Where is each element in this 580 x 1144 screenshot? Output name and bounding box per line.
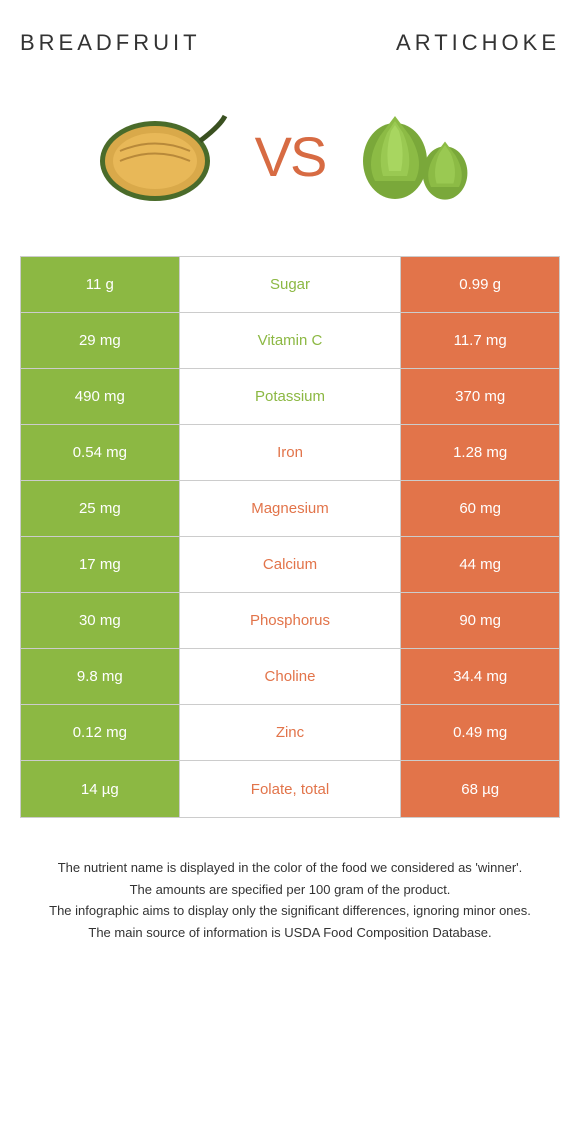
- value-a: 11 g: [21, 257, 180, 312]
- value-a: 9.8 mg: [21, 649, 180, 704]
- value-a: 14 µg: [21, 761, 180, 817]
- breadfruit-image: [85, 96, 235, 216]
- table-row: 490 mgPotassium370 mg: [21, 369, 559, 425]
- value-b: 0.49 mg: [400, 705, 559, 760]
- nutrient-label: Iron: [180, 425, 401, 480]
- nutrient-label: Sugar: [180, 257, 401, 312]
- table-row: 11 gSugar0.99 g: [21, 257, 559, 313]
- nutrient-label: Phosphorus: [180, 593, 401, 648]
- table-row: 17 mgCalcium44 mg: [21, 537, 559, 593]
- nutrient-label: Magnesium: [180, 481, 401, 536]
- vs-label: VS: [255, 124, 326, 189]
- value-b: 370 mg: [400, 369, 559, 424]
- value-b: 44 mg: [400, 537, 559, 592]
- value-b: 68 µg: [400, 761, 559, 817]
- food-b-title: ARTICHOKE: [396, 30, 560, 56]
- footer-notes: The nutrient name is displayed in the co…: [20, 858, 560, 942]
- value-b: 60 mg: [400, 481, 559, 536]
- table-row: 0.54 mgIron1.28 mg: [21, 425, 559, 481]
- footer-line: The amounts are specified per 100 gram o…: [20, 880, 560, 900]
- value-a: 25 mg: [21, 481, 180, 536]
- table-row: 0.12 mgZinc0.49 mg: [21, 705, 559, 761]
- food-a-title: BREADFRUIT: [20, 30, 201, 56]
- table-row: 25 mgMagnesium60 mg: [21, 481, 559, 537]
- footer-line: The infographic aims to display only the…: [20, 901, 560, 921]
- vs-row: VS: [20, 96, 560, 216]
- table-row: 29 mgVitamin C11.7 mg: [21, 313, 559, 369]
- value-a: 17 mg: [21, 537, 180, 592]
- nutrient-label: Calcium: [180, 537, 401, 592]
- nutrient-label: Vitamin C: [180, 313, 401, 368]
- table-row: 9.8 mgCholine34.4 mg: [21, 649, 559, 705]
- nutrient-label: Potassium: [180, 369, 401, 424]
- artichoke-image: [345, 96, 495, 216]
- value-a: 0.12 mg: [21, 705, 180, 760]
- table-row: 30 mgPhosphorus90 mg: [21, 593, 559, 649]
- value-b: 11.7 mg: [400, 313, 559, 368]
- value-a: 29 mg: [21, 313, 180, 368]
- nutrient-label: Choline: [180, 649, 401, 704]
- value-b: 90 mg: [400, 593, 559, 648]
- value-a: 30 mg: [21, 593, 180, 648]
- value-b: 0.99 g: [400, 257, 559, 312]
- nutrient-label: Folate, total: [180, 761, 401, 817]
- value-b: 34.4 mg: [400, 649, 559, 704]
- value-a: 490 mg: [21, 369, 180, 424]
- table-row: 14 µgFolate, total68 µg: [21, 761, 559, 817]
- value-b: 1.28 mg: [400, 425, 559, 480]
- value-a: 0.54 mg: [21, 425, 180, 480]
- footer-line: The main source of information is USDA F…: [20, 923, 560, 943]
- nutrient-table: 11 gSugar0.99 g29 mgVitamin C11.7 mg490 …: [20, 256, 560, 818]
- footer-line: The nutrient name is displayed in the co…: [20, 858, 560, 878]
- nutrient-label: Zinc: [180, 705, 401, 760]
- header-row: BREADFRUIT ARTICHOKE: [20, 30, 560, 56]
